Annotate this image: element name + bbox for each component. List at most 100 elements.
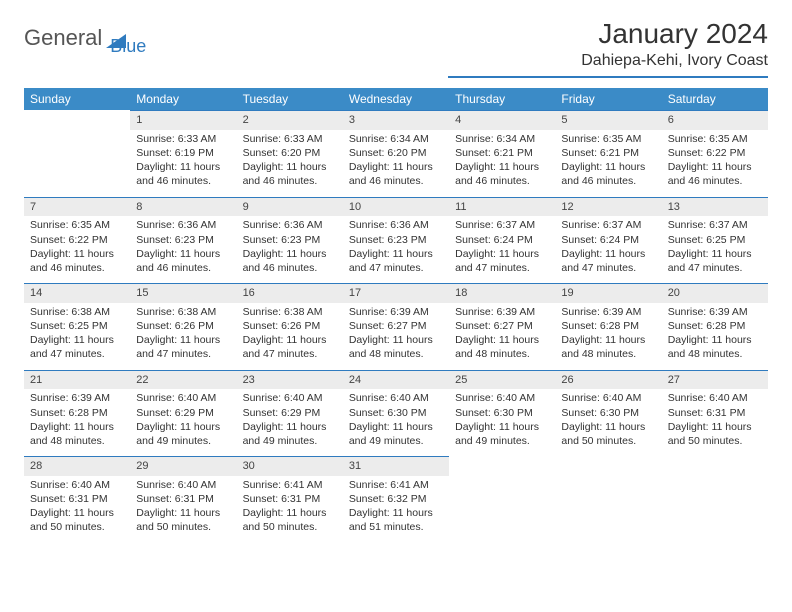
- day-number: 3: [343, 110, 449, 130]
- calendar-cell: 27Sunrise: 6:40 AMSunset: 6:31 PMDayligh…: [662, 370, 768, 457]
- title-block: January 2024 Dahiepa-Kehi, Ivory Coast: [448, 18, 768, 78]
- calendar-week-row: 7Sunrise: 6:35 AMSunset: 6:22 PMDaylight…: [24, 197, 768, 284]
- day-details: Sunrise: 6:39 AMSunset: 6:28 PMDaylight:…: [555, 303, 661, 370]
- day-number: 18: [449, 283, 555, 303]
- day-number: 7: [24, 197, 130, 217]
- day-details: Sunrise: 6:35 AMSunset: 6:22 PMDaylight:…: [24, 216, 130, 283]
- day-details: Sunrise: 6:39 AMSunset: 6:28 PMDaylight:…: [662, 303, 768, 370]
- day-number: 16: [237, 283, 343, 303]
- day-details: Sunrise: 6:40 AMSunset: 6:30 PMDaylight:…: [343, 389, 449, 456]
- calendar-cell: 10Sunrise: 6:36 AMSunset: 6:23 PMDayligh…: [343, 197, 449, 284]
- day-details: Sunrise: 6:37 AMSunset: 6:24 PMDaylight:…: [555, 216, 661, 283]
- calendar-cell: [555, 456, 661, 543]
- calendar-cell: 7Sunrise: 6:35 AMSunset: 6:22 PMDaylight…: [24, 197, 130, 284]
- day-details: Sunrise: 6:40 AMSunset: 6:29 PMDaylight:…: [237, 389, 343, 456]
- day-header: Thursday: [449, 88, 555, 110]
- calendar-cell: 3Sunrise: 6:34 AMSunset: 6:20 PMDaylight…: [343, 110, 449, 197]
- day-header: Tuesday: [237, 88, 343, 110]
- day-number: 14: [24, 283, 130, 303]
- calendar-cell: 24Sunrise: 6:40 AMSunset: 6:30 PMDayligh…: [343, 370, 449, 457]
- day-number: 20: [662, 283, 768, 303]
- day-details: Sunrise: 6:37 AMSunset: 6:24 PMDaylight:…: [449, 216, 555, 283]
- day-number: 21: [24, 370, 130, 390]
- calendar-week-row: 1Sunrise: 6:33 AMSunset: 6:19 PMDaylight…: [24, 110, 768, 197]
- page-title: January 2024: [448, 18, 768, 50]
- day-number: 24: [343, 370, 449, 390]
- day-details: Sunrise: 6:36 AMSunset: 6:23 PMDaylight:…: [343, 216, 449, 283]
- calendar-week-row: 28Sunrise: 6:40 AMSunset: 6:31 PMDayligh…: [24, 456, 768, 543]
- calendar-cell: [449, 456, 555, 543]
- calendar-cell: 6Sunrise: 6:35 AMSunset: 6:22 PMDaylight…: [662, 110, 768, 197]
- day-number: 22: [130, 370, 236, 390]
- day-number: 12: [555, 197, 661, 217]
- day-number: 30: [237, 456, 343, 476]
- day-number: 28: [24, 456, 130, 476]
- day-details: Sunrise: 6:34 AMSunset: 6:20 PMDaylight:…: [343, 130, 449, 197]
- calendar-cell: [24, 110, 130, 197]
- day-number: 5: [555, 110, 661, 130]
- day-details: Sunrise: 6:39 AMSunset: 6:27 PMDaylight:…: [343, 303, 449, 370]
- day-details: Sunrise: 6:38 AMSunset: 6:26 PMDaylight:…: [237, 303, 343, 370]
- day-number: 15: [130, 283, 236, 303]
- calendar-cell: 28Sunrise: 6:40 AMSunset: 6:31 PMDayligh…: [24, 456, 130, 543]
- day-details: Sunrise: 6:38 AMSunset: 6:26 PMDaylight:…: [130, 303, 236, 370]
- day-number: 27: [662, 370, 768, 390]
- day-details: Sunrise: 6:40 AMSunset: 6:29 PMDaylight:…: [130, 389, 236, 456]
- calendar-cell: 4Sunrise: 6:34 AMSunset: 6:21 PMDaylight…: [449, 110, 555, 197]
- day-details: Sunrise: 6:37 AMSunset: 6:25 PMDaylight:…: [662, 216, 768, 283]
- day-number: 17: [343, 283, 449, 303]
- day-header-row: SundayMondayTuesdayWednesdayThursdayFrid…: [24, 88, 768, 110]
- day-details: Sunrise: 6:38 AMSunset: 6:25 PMDaylight:…: [24, 303, 130, 370]
- day-details: Sunrise: 6:33 AMSunset: 6:20 PMDaylight:…: [237, 130, 343, 197]
- day-header: Monday: [130, 88, 236, 110]
- day-number: 19: [555, 283, 661, 303]
- day-number: 23: [237, 370, 343, 390]
- calendar-cell: 23Sunrise: 6:40 AMSunset: 6:29 PMDayligh…: [237, 370, 343, 457]
- logo: General Blue: [24, 18, 146, 57]
- calendar-cell: 2Sunrise: 6:33 AMSunset: 6:20 PMDaylight…: [237, 110, 343, 197]
- day-header: Friday: [555, 88, 661, 110]
- calendar-table: SundayMondayTuesdayWednesdayThursdayFrid…: [24, 88, 768, 543]
- day-details: Sunrise: 6:36 AMSunset: 6:23 PMDaylight:…: [130, 216, 236, 283]
- logo-word2: Blue: [110, 36, 146, 57]
- day-details: Sunrise: 6:39 AMSunset: 6:27 PMDaylight:…: [449, 303, 555, 370]
- day-header: Sunday: [24, 88, 130, 110]
- day-details: Sunrise: 6:40 AMSunset: 6:31 PMDaylight:…: [24, 476, 130, 543]
- day-details: Sunrise: 6:41 AMSunset: 6:32 PMDaylight:…: [343, 476, 449, 543]
- calendar-cell: 19Sunrise: 6:39 AMSunset: 6:28 PMDayligh…: [555, 283, 661, 370]
- day-number: 13: [662, 197, 768, 217]
- title-underline: [448, 76, 768, 78]
- day-details: Sunrise: 6:35 AMSunset: 6:22 PMDaylight:…: [662, 130, 768, 197]
- day-number: 29: [130, 456, 236, 476]
- day-details: Sunrise: 6:40 AMSunset: 6:30 PMDaylight:…: [449, 389, 555, 456]
- calendar-cell: 29Sunrise: 6:40 AMSunset: 6:31 PMDayligh…: [130, 456, 236, 543]
- calendar-cell: 17Sunrise: 6:39 AMSunset: 6:27 PMDayligh…: [343, 283, 449, 370]
- day-number: 9: [237, 197, 343, 217]
- day-number: 8: [130, 197, 236, 217]
- calendar-cell: 1Sunrise: 6:33 AMSunset: 6:19 PMDaylight…: [130, 110, 236, 197]
- calendar-cell: 5Sunrise: 6:35 AMSunset: 6:21 PMDaylight…: [555, 110, 661, 197]
- day-details: Sunrise: 6:39 AMSunset: 6:28 PMDaylight:…: [24, 389, 130, 456]
- page-subtitle: Dahiepa-Kehi, Ivory Coast: [448, 52, 768, 70]
- calendar-week-row: 14Sunrise: 6:38 AMSunset: 6:25 PMDayligh…: [24, 283, 768, 370]
- calendar-cell: 8Sunrise: 6:36 AMSunset: 6:23 PMDaylight…: [130, 197, 236, 284]
- day-details: Sunrise: 6:36 AMSunset: 6:23 PMDaylight:…: [237, 216, 343, 283]
- calendar-body: 1Sunrise: 6:33 AMSunset: 6:19 PMDaylight…: [24, 110, 768, 543]
- calendar-cell: 14Sunrise: 6:38 AMSunset: 6:25 PMDayligh…: [24, 283, 130, 370]
- day-details: Sunrise: 6:35 AMSunset: 6:21 PMDaylight:…: [555, 130, 661, 197]
- day-details: Sunrise: 6:40 AMSunset: 6:31 PMDaylight:…: [662, 389, 768, 456]
- calendar-cell: 18Sunrise: 6:39 AMSunset: 6:27 PMDayligh…: [449, 283, 555, 370]
- calendar-week-row: 21Sunrise: 6:39 AMSunset: 6:28 PMDayligh…: [24, 370, 768, 457]
- day-header: Wednesday: [343, 88, 449, 110]
- calendar-cell: 11Sunrise: 6:37 AMSunset: 6:24 PMDayligh…: [449, 197, 555, 284]
- day-details: Sunrise: 6:33 AMSunset: 6:19 PMDaylight:…: [130, 130, 236, 197]
- calendar-cell: 21Sunrise: 6:39 AMSunset: 6:28 PMDayligh…: [24, 370, 130, 457]
- header: General Blue January 2024 Dahiepa-Kehi, …: [24, 18, 768, 78]
- calendar-cell: [662, 456, 768, 543]
- day-number: 10: [343, 197, 449, 217]
- day-number: 11: [449, 197, 555, 217]
- calendar-cell: 9Sunrise: 6:36 AMSunset: 6:23 PMDaylight…: [237, 197, 343, 284]
- calendar-cell: 12Sunrise: 6:37 AMSunset: 6:24 PMDayligh…: [555, 197, 661, 284]
- calendar-cell: 15Sunrise: 6:38 AMSunset: 6:26 PMDayligh…: [130, 283, 236, 370]
- day-number: 31: [343, 456, 449, 476]
